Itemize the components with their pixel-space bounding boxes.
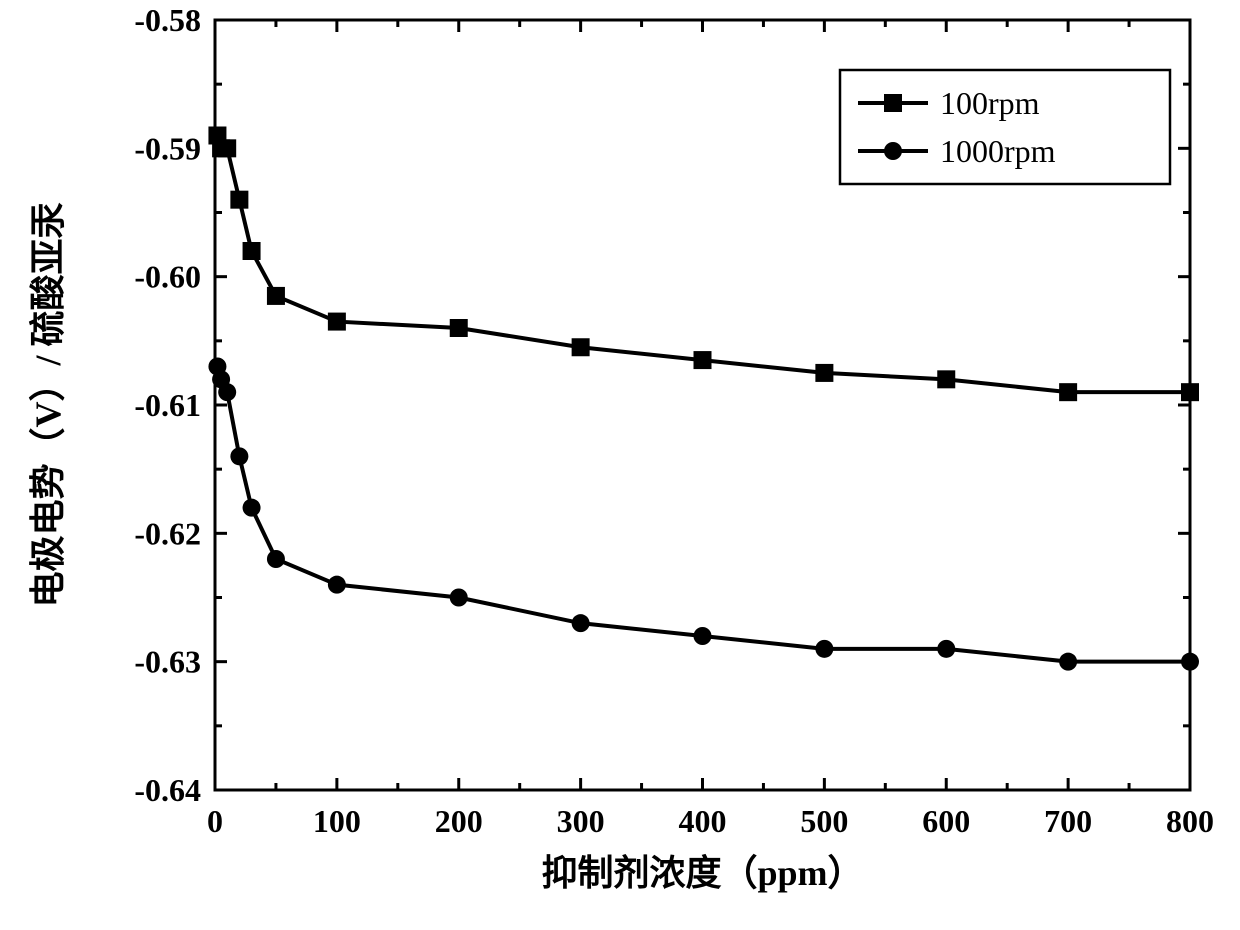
circle-marker-icon [450, 589, 468, 607]
circle-marker-icon [230, 447, 248, 465]
y-tick-label: -0.58 [134, 2, 201, 38]
circle-marker-icon [694, 627, 712, 645]
circle-marker-icon [815, 640, 833, 658]
y-tick-label: -0.64 [134, 772, 201, 808]
y-tick-label: -0.63 [134, 644, 201, 680]
square-marker-icon [937, 370, 955, 388]
square-marker-icon [450, 319, 468, 337]
y-tick-label: -0.62 [134, 515, 201, 551]
square-marker-icon [218, 139, 236, 157]
y-tick-label: -0.61 [134, 387, 201, 423]
x-tick-label: 400 [679, 803, 727, 839]
square-marker-icon [815, 364, 833, 382]
x-tick-label: 100 [313, 803, 361, 839]
chart-container: 0 100 200 300 400 500 600 700 800 -0.64 -0.63 -0.62… [0, 0, 1240, 930]
circle-marker-icon [937, 640, 955, 658]
square-marker-icon [230, 191, 248, 209]
x-tick-label: 700 [1044, 803, 1092, 839]
square-marker-icon [572, 338, 590, 356]
line-chart: 0 100 200 300 400 500 600 700 800 -0.64 -0.63 -0.62… [0, 0, 1240, 930]
square-marker-icon [243, 242, 261, 260]
square-marker-icon [884, 94, 902, 112]
x-tick-label: 300 [557, 803, 605, 839]
x-axis-label: 抑制剂浓度（ppm） [541, 853, 863, 893]
circle-marker-icon [1059, 653, 1077, 671]
square-marker-icon [267, 287, 285, 305]
circle-marker-icon [267, 550, 285, 568]
x-tick-label: 600 [922, 803, 970, 839]
y-tick-label: -0.60 [134, 259, 201, 295]
circle-marker-icon [243, 499, 261, 517]
x-tick-label: 800 [1166, 803, 1214, 839]
square-marker-icon [328, 313, 346, 331]
legend-label: 100rpm [940, 85, 1040, 121]
square-marker-icon [1181, 383, 1199, 401]
square-marker-icon [1059, 383, 1077, 401]
circle-marker-icon [218, 383, 236, 401]
circle-marker-icon [572, 614, 590, 632]
square-marker-icon [694, 351, 712, 369]
x-tick-label: 0 [207, 803, 223, 839]
y-tick-label: -0.59 [134, 130, 201, 166]
circle-marker-icon [1181, 653, 1199, 671]
legend-label: 1000rpm [940, 133, 1056, 169]
x-tick-label: 500 [800, 803, 848, 839]
legend: 100rpm 1000rpm [840, 70, 1170, 184]
circle-marker-icon [328, 576, 346, 594]
y-axis-label: 电极电势（V）/ 硫酸亚汞 [28, 202, 68, 607]
x-tick-label: 200 [435, 803, 483, 839]
circle-marker-icon [884, 142, 902, 160]
